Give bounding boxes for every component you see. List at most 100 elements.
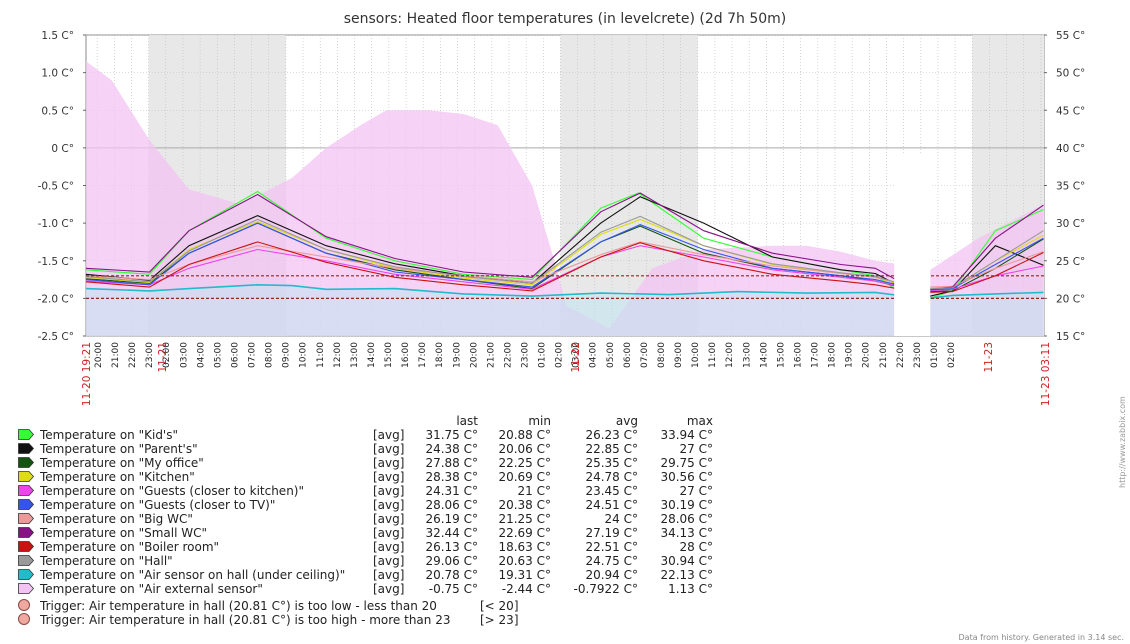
legend-swatch-icon [18,569,34,580]
left-tick-label: 1.0 C° [41,68,74,80]
x-tick-label: 22:00 [503,342,513,368]
legend-last: 32.44 C° [425,526,478,540]
x-tick-label: 08:00 [265,342,275,368]
legend-row: Temperature on "Small WC" [avg] 32.44 C° 22… [18,526,758,540]
legend-avg: 22.85 C° [585,442,638,456]
legend-swatch-icon [18,443,34,454]
x-tick-label: 23:00 [913,342,923,368]
legend-row: Temperature on "My office" [avg] 27.88 C° 2… [18,456,758,470]
x-tick-label: 19:00 [452,342,462,368]
right-tick-label: 45 C° [1056,105,1085,117]
x-date-label: 11-22 [570,342,582,373]
trigger-condition: [< 20] [480,599,519,613]
trigger-rows: Trigger: Air temperature in hall (20.81 … [18,599,758,627]
legend-max: 30.56 C° [660,470,713,484]
x-tick-label: 07:00 [640,342,650,368]
legend-last: -0.75 C° [428,582,478,596]
legend-label: Temperature on "Air sensor on hall (unde… [40,568,346,582]
x-tick-label: 03:00 [179,342,189,368]
legend-last: 26.19 C° [425,512,478,526]
x-tick-label: 08:00 [657,342,667,368]
trigger-row: Trigger: Air temperature in hall (20.81 … [18,599,758,613]
x-tick-label: 05:00 [213,342,223,368]
legend-function: [avg] [373,568,405,582]
legend-max: 29.75 C° [660,456,713,470]
legend-swatch-icon [18,541,34,552]
x-tick-label: 03:00 [572,342,582,368]
legend-min: 18.63 C° [498,540,551,554]
x-tick-label: 01:00 [538,342,548,368]
x-tick-label: 15:00 [384,342,394,368]
legend-function: [avg] [373,456,405,470]
left-tick-label: 1.5 C° [41,30,74,42]
legend-label: Temperature on "Small WC" [40,526,208,540]
legend-function: [avg] [373,526,405,540]
chart-title: sensors: Heated floor temperatures (in l… [344,11,787,27]
legend: last min avg max Temperature on "Kid's" [… [18,414,758,627]
trigger-label: Trigger: Air temperature in hall (20.81 … [40,613,451,627]
x-date-label: 11-21 [157,342,169,373]
legend-rows: Temperature on "Kid's" [avg] 31.75 C° 20.88… [18,428,758,596]
right-tick-label: 25 C° [1056,256,1085,268]
legend-function: [avg] [373,540,405,554]
x-tick-label: 13:00 [742,342,752,368]
legend-avg: 22.51 C° [585,540,638,554]
legend-row: Temperature on "Hall" [avg] 29.06 C° 20.63 … [18,554,758,568]
legend-header-last: last [456,414,478,428]
trigger-dot-icon [18,613,30,625]
legend-row: Temperature on "Guests (closer to kitche… [18,484,758,498]
legend-swatch-icon [18,471,34,482]
legend-avg: -0.7922 C° [573,582,638,596]
legend-swatch-icon [18,583,34,594]
x-tick-label: 11:00 [316,342,326,368]
legend-label: Temperature on "Parent's" [40,442,198,456]
legend-row: Temperature on "Big WC" [avg] 26.19 C° 21.2… [18,512,758,526]
legend-function: [avg] [373,442,405,456]
x-tick-label: 17:00 [418,342,428,368]
legend-last: 26.13 C° [425,540,478,554]
legend-function: [avg] [373,512,405,526]
legend-swatch-shape [18,429,34,440]
legend-max: 28 C° [679,540,713,554]
legend-max: 34.13 C° [660,526,713,540]
legend-swatch-shape [18,499,34,510]
x-tick-label: 22:00 [128,342,138,368]
legend-swatch-shape [18,471,34,482]
legend-avg: 23.45 C° [585,484,638,498]
legend-function: [avg] [373,582,405,596]
legend-min: 20.69 C° [498,470,551,484]
legend-label: Temperature on "Big WC" [40,512,193,526]
legend-max: 22.13 C° [660,568,713,582]
left-tick-label: -2.0 C° [38,293,74,305]
legend-function: [avg] [373,470,405,484]
legend-swatch-shape [18,457,34,468]
x-tick-label: 16:00 [794,342,804,368]
x-tick-label: 19:00 [845,342,855,368]
x-tick-label: 18:00 [435,342,445,368]
legend-min: 19.31 C° [498,568,551,582]
legend-min: 22.69 C° [498,526,551,540]
x-tick-label: 21:00 [879,342,889,368]
legend-row: Temperature on "Boiler room" [avg] 26.13 C… [18,540,758,554]
legend-swatch-shape [18,527,34,538]
x-tick-label: 02:00 [947,342,957,368]
legend-min: 20.38 C° [498,498,551,512]
legend-max: 27 C° [679,442,713,456]
x-tick-label: 17:00 [811,342,821,368]
x-tick-label: 21:00 [486,342,496,368]
legend-max: 30.94 C° [660,554,713,568]
legend-min: 22.25 C° [498,456,551,470]
legend-avg: 24.78 C° [585,470,638,484]
x-tick-label: 06:00 [231,342,241,368]
x-tick-label: 02:00 [555,342,565,368]
legend-min: 21 C° [517,484,551,498]
legend-swatch-shape [18,555,34,566]
legend-swatch-shape [18,541,34,552]
series-area-air-hall [86,284,1044,336]
x-tick-label: 22:00 [896,342,906,368]
x-tick-label: 12:00 [725,342,735,368]
right-tick-label: 55 C° [1056,30,1085,42]
legend-label: Temperature on "My office" [40,456,204,470]
legend-avg: 24.75 C° [585,554,638,568]
legend-max: 28.06 C° [660,512,713,526]
